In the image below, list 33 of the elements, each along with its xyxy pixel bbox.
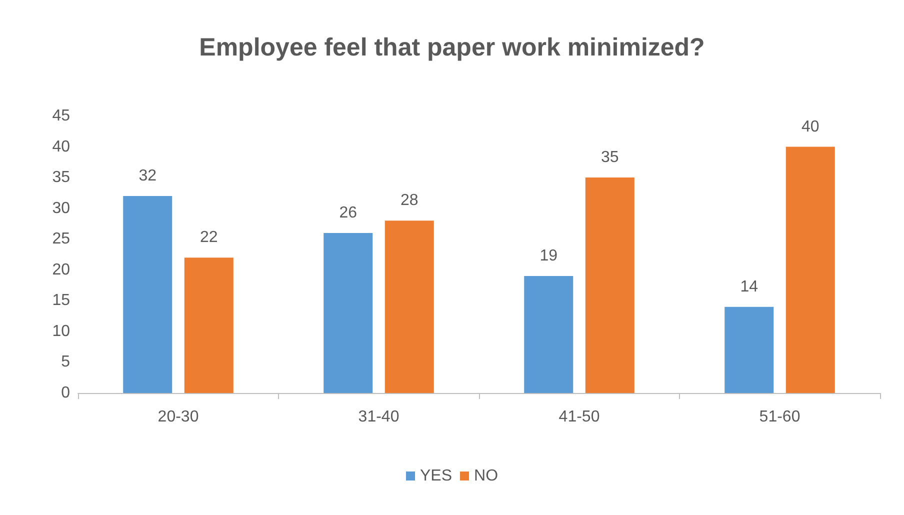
y-tick-label: 5	[61, 354, 70, 371]
x-tick-label: 20-30	[158, 408, 199, 426]
bar	[724, 306, 774, 393]
y-tick-label: 15	[52, 292, 70, 310]
y-tick-label: 20	[52, 261, 70, 278]
bar	[524, 276, 574, 393]
data-label: 22	[200, 229, 218, 246]
chart-title: Employee feel that paper work minimized?	[199, 34, 705, 62]
y-tick-label: 35	[52, 169, 70, 186]
data-label: 35	[600, 149, 619, 166]
x-tick-label: 51-60	[759, 408, 800, 426]
x-tick-label: 41-50	[558, 408, 600, 426]
bar	[786, 146, 835, 393]
data-label: 14	[740, 278, 758, 296]
bar	[324, 232, 373, 393]
y-tick-label: 0	[61, 384, 70, 402]
y-tick-label: 40	[52, 138, 70, 156]
data-label: 28	[400, 192, 418, 210]
data-label: 32	[138, 168, 157, 185]
y-tick-label: 45	[52, 108, 70, 124]
bar	[184, 258, 234, 393]
legend-label: NO	[474, 468, 498, 484]
data-label: 40	[801, 118, 820, 136]
data-label: 19	[540, 248, 558, 265]
x-tick-label: 31-40	[358, 408, 400, 426]
data-label: 26	[339, 204, 358, 222]
bar	[384, 220, 434, 393]
y-tick-label: 25	[52, 230, 70, 248]
bar	[585, 178, 634, 393]
y-tick-label: 30	[52, 200, 70, 217]
bar	[123, 196, 172, 393]
y-tick-label: 10	[52, 322, 70, 340]
legend-label: YES	[420, 468, 452, 484]
